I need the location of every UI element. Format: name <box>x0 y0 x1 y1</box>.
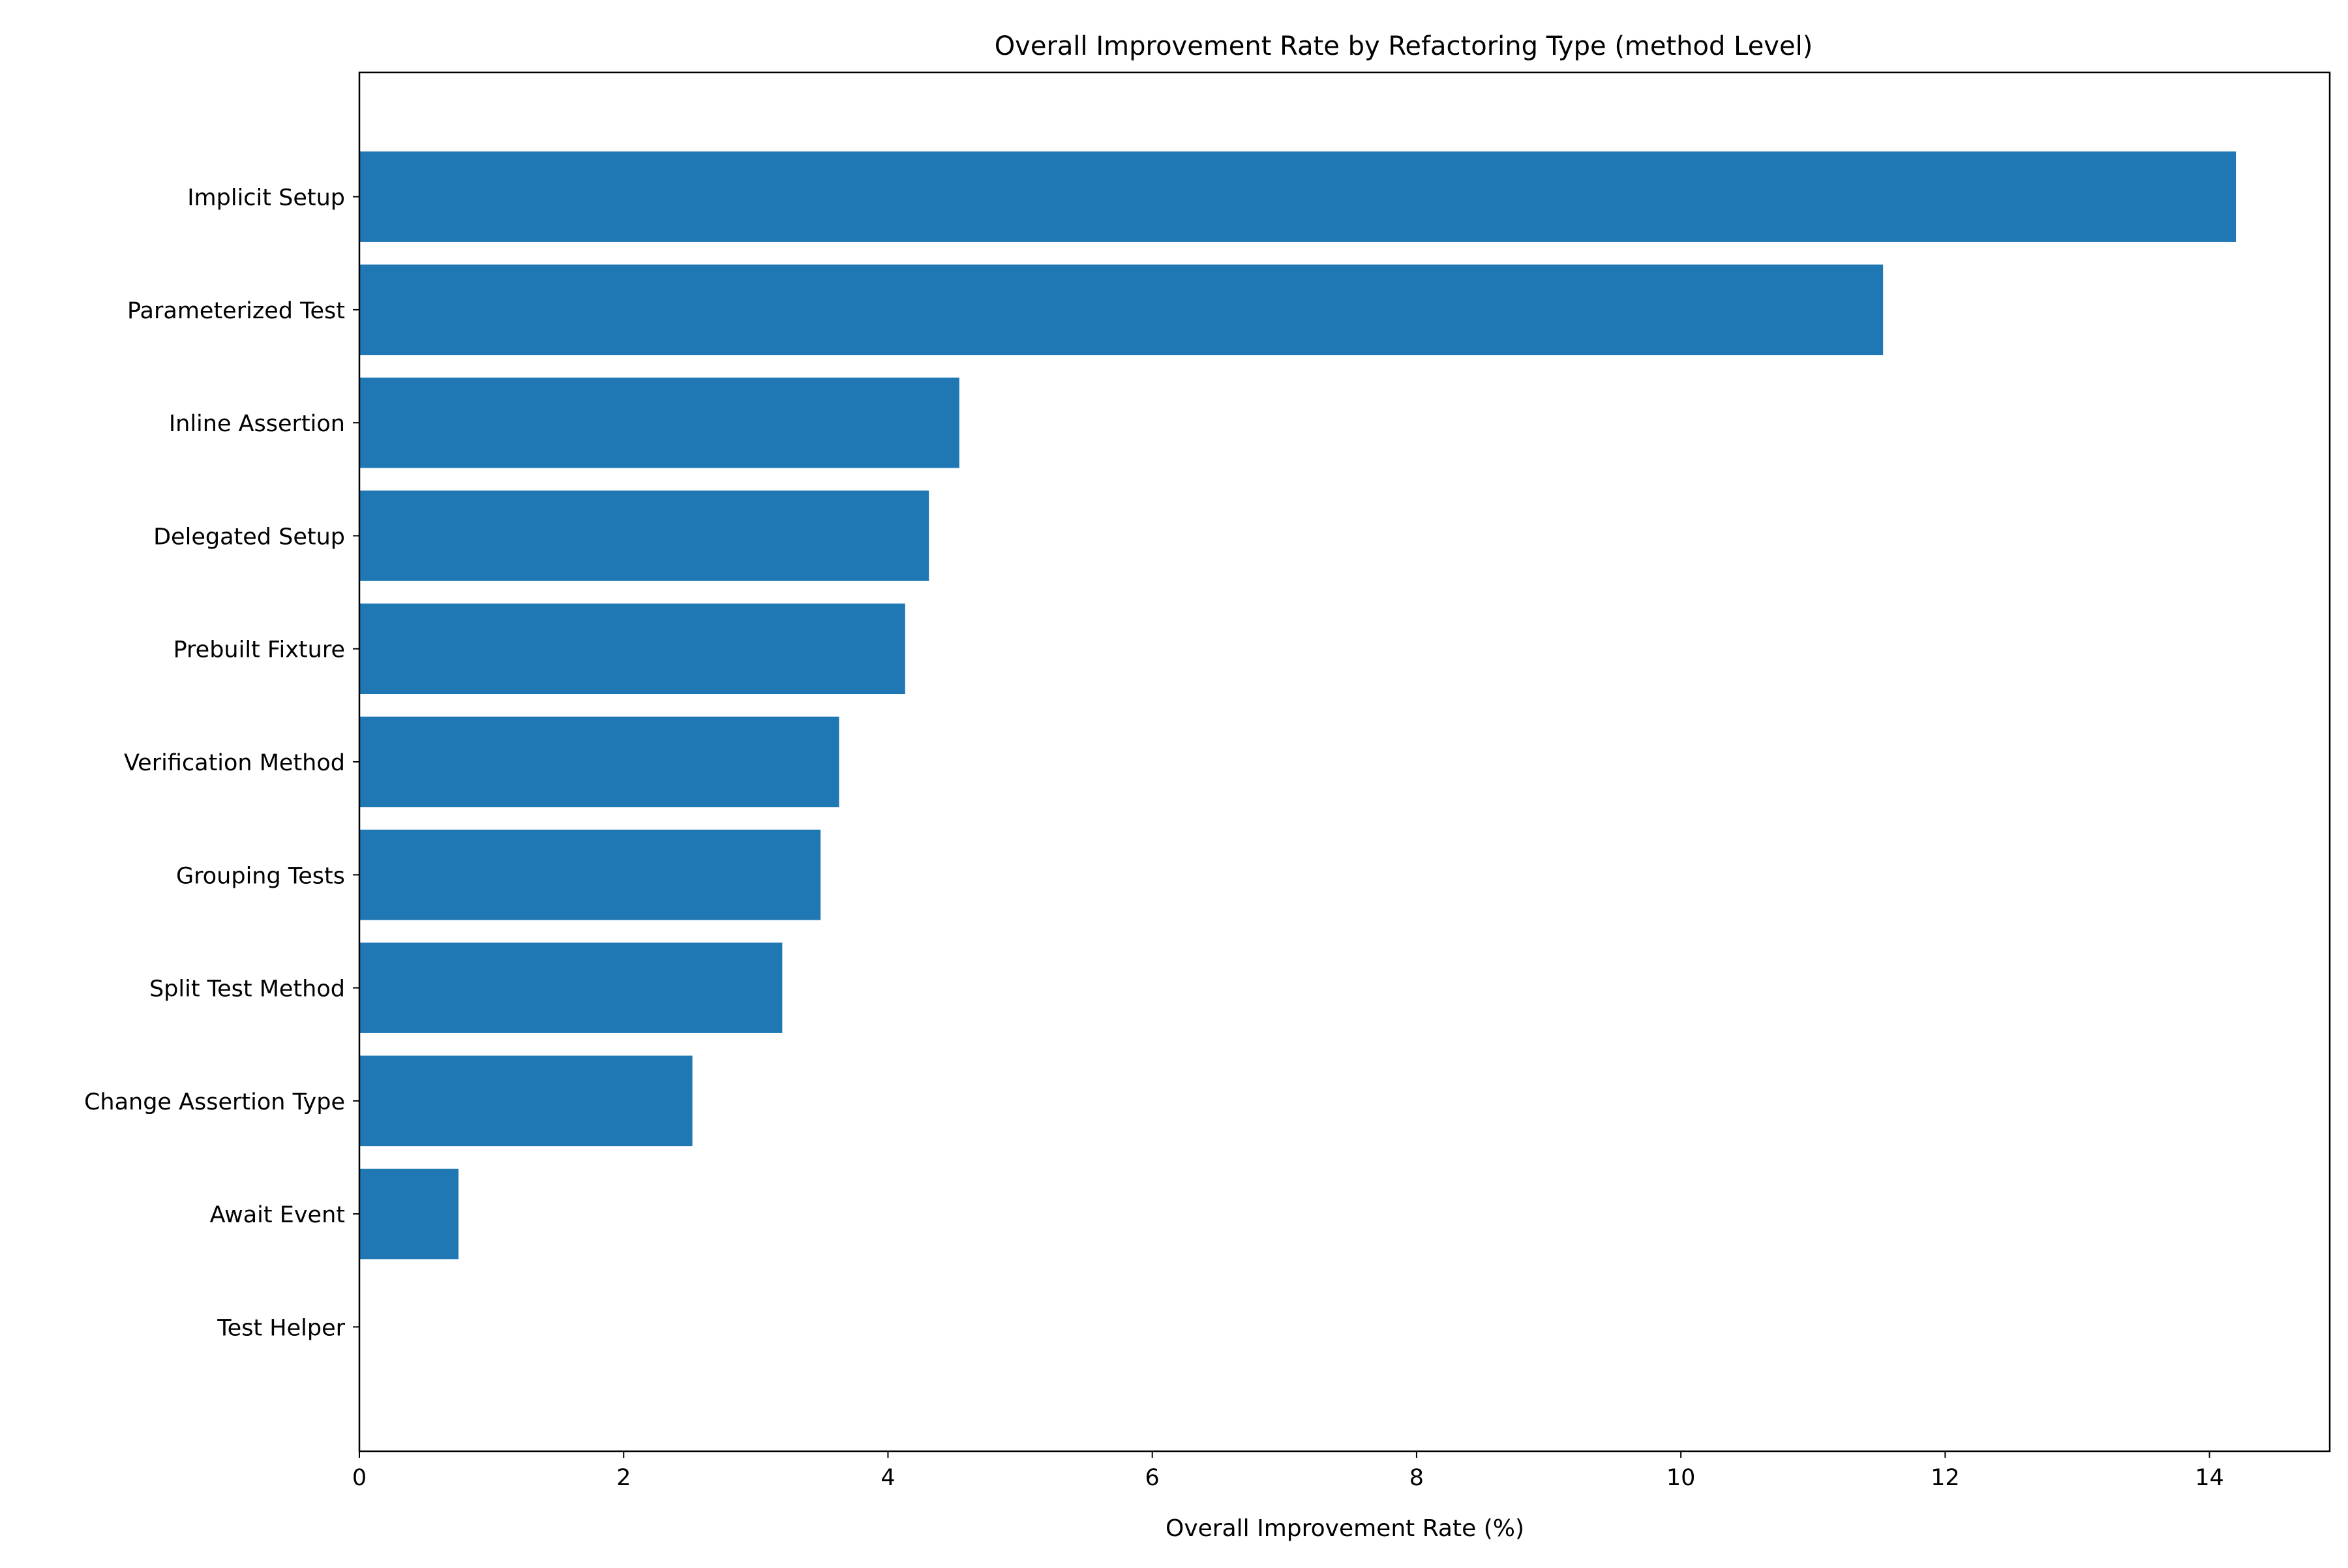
x-tick-label: 4 <box>880 1465 895 1491</box>
y-tick-label: Inline Assertion <box>169 411 345 437</box>
bar-parameterized-test <box>359 264 1884 355</box>
y-tick-label: Await Event <box>210 1202 345 1228</box>
y-tick-label: Split Test Method <box>149 976 345 1003</box>
bar-implicit-setup <box>359 151 2236 242</box>
x-tick-label: 6 <box>1145 1465 1160 1491</box>
bar-split-test-method <box>359 942 783 1033</box>
bar-await-event <box>359 1168 459 1259</box>
x-tick-label: 0 <box>352 1465 367 1491</box>
x-tick-label: 14 <box>2195 1465 2224 1491</box>
x-tick-label: 8 <box>1409 1465 1424 1491</box>
bar-verification-method <box>359 716 839 807</box>
plot-frame <box>358 71 2331 1453</box>
bar-prebuilt-fixture <box>359 603 905 695</box>
chart-title: Overall Improvement Rate by Refactoring … <box>995 31 1813 61</box>
y-tick-label: Delegated Setup <box>153 524 345 550</box>
bars-group <box>359 151 2236 1259</box>
bar-grouping-tests <box>359 829 821 920</box>
y-axis-ticks: Implicit Setup Parameterized Test Inline A… <box>84 185 359 1341</box>
bar-delegated-setup <box>359 490 929 581</box>
y-tick-label: Grouping Tests <box>176 863 345 889</box>
y-tick-label: Test Helper <box>217 1315 345 1341</box>
x-tick-label: 2 <box>616 1465 631 1491</box>
y-tick-label: Verification Method <box>124 750 345 776</box>
y-tick-label: Prebuilt Fixture <box>173 637 345 663</box>
x-axis-label: Overall Improvement Rate (%) <box>1166 1515 1524 1542</box>
y-tick-label: Parameterized Test <box>127 298 345 324</box>
y-tick-label: Change Assertion Type <box>84 1089 345 1115</box>
y-tick-label: Implicit Setup <box>187 185 345 211</box>
bar-change-assertion-type <box>359 1055 693 1147</box>
x-tick-label: 12 <box>1931 1465 1960 1491</box>
x-axis-ticks: 0 2 4 6 8 10 12 14 <box>352 1451 2224 1491</box>
bar-inline-assertion <box>359 377 959 468</box>
x-tick-label: 10 <box>1666 1465 1696 1491</box>
